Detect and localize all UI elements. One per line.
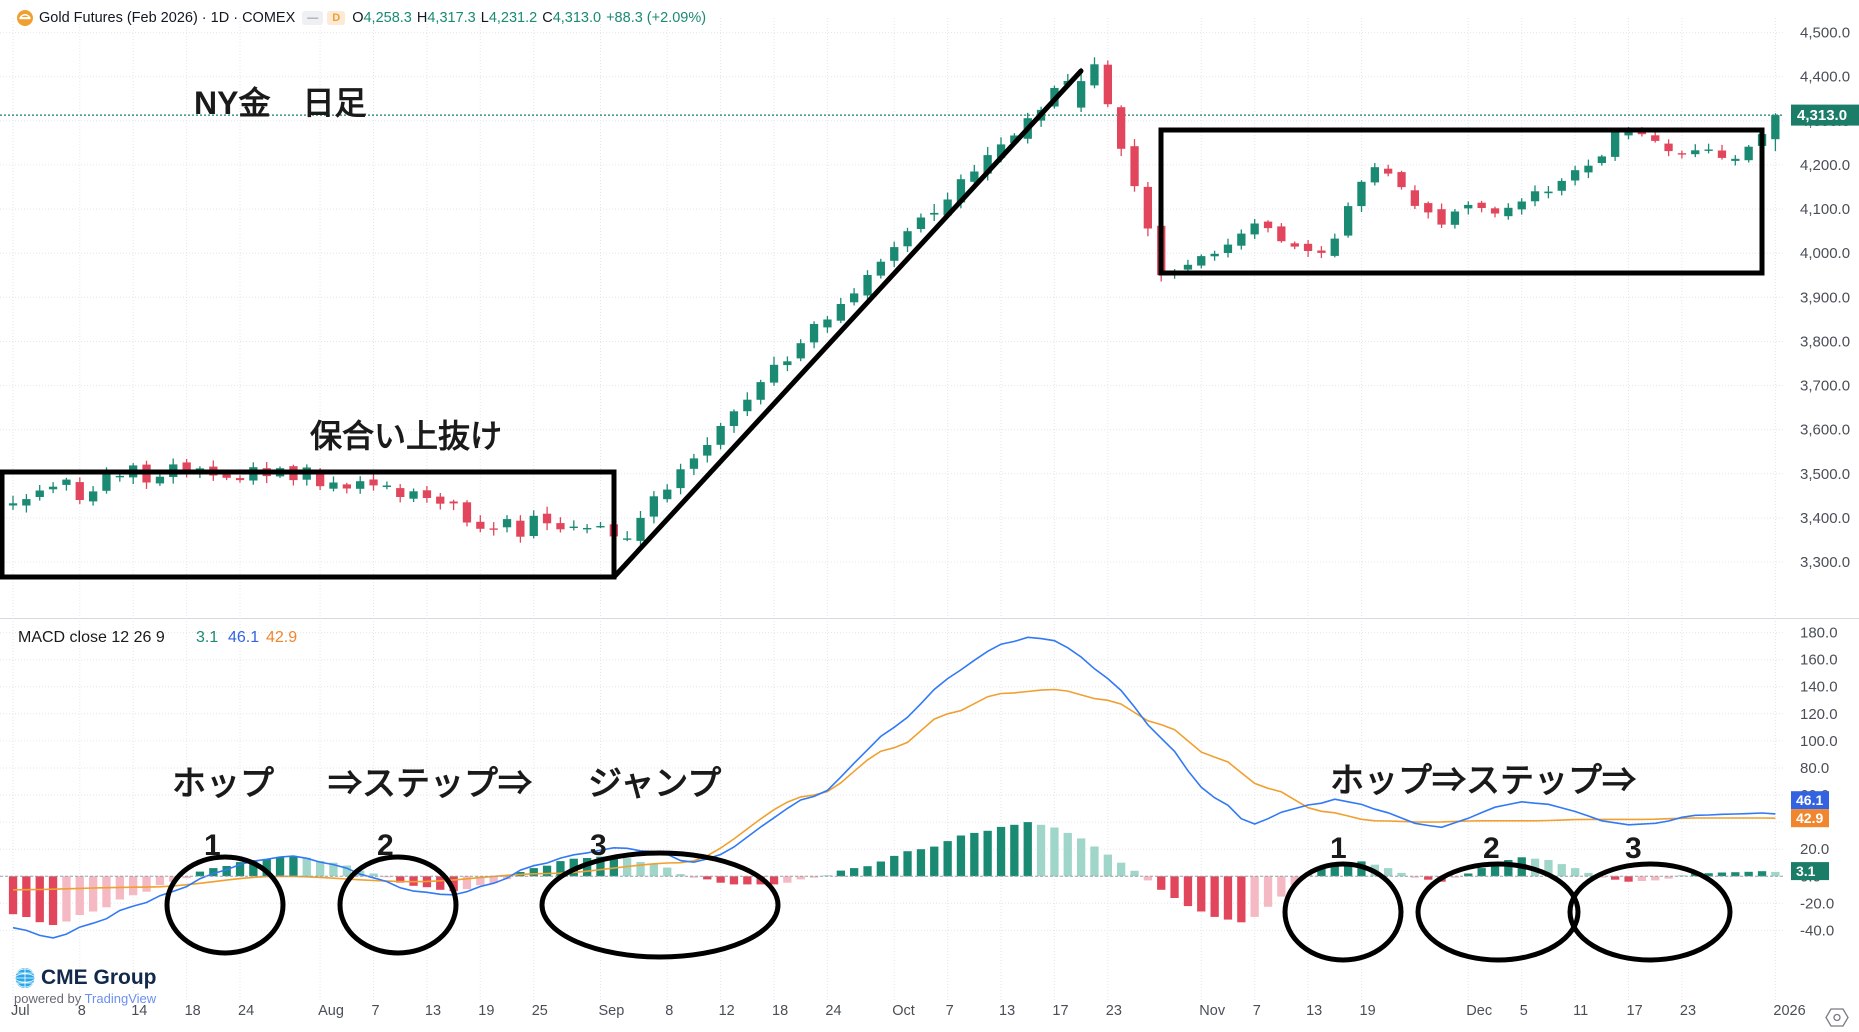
svg-text:4,000.0: 4,000.0 — [1800, 245, 1850, 262]
svg-text:4,313.0: 4,313.0 — [1797, 107, 1847, 124]
svg-text:80.0: 80.0 — [1800, 760, 1829, 777]
svg-text:160.0: 160.0 — [1800, 652, 1838, 669]
svg-text:3,400.0: 3,400.0 — [1800, 510, 1850, 527]
svg-text:42.9: 42.9 — [1796, 810, 1823, 826]
svg-text:3,900.0: 3,900.0 — [1800, 289, 1850, 306]
svg-text:4,500.0: 4,500.0 — [1800, 25, 1850, 42]
svg-text:42.9: 42.9 — [266, 629, 297, 646]
svg-text:NY金 日足: NY金 日足 — [194, 85, 366, 121]
svg-text:120.0: 120.0 — [1800, 706, 1838, 723]
svg-text:3.1: 3.1 — [196, 629, 218, 646]
svg-text:3,500.0: 3,500.0 — [1800, 466, 1850, 483]
svg-text:-20.0: -20.0 — [1800, 895, 1834, 912]
svg-text:2: 2 — [1483, 832, 1500, 865]
svg-text:3,300.0: 3,300.0 — [1800, 554, 1850, 571]
svg-text:-40.0: -40.0 — [1800, 922, 1834, 939]
svg-text:46.1: 46.1 — [1796, 792, 1823, 808]
svg-text:100.0: 100.0 — [1800, 733, 1838, 750]
svg-text:3: 3 — [1625, 832, 1642, 865]
svg-text:3,700.0: 3,700.0 — [1800, 378, 1850, 395]
svg-text:ジャンプ: ジャンプ — [588, 765, 721, 803]
svg-text:ホップ⇒ステップ⇒: ホップ⇒ステップ⇒ — [1330, 762, 1637, 800]
svg-text:MACD close 12 26 9: MACD close 12 26 9 — [18, 629, 165, 646]
svg-text:20.0: 20.0 — [1800, 841, 1829, 858]
svg-text:3,800.0: 3,800.0 — [1800, 334, 1850, 351]
svg-text:4,100.0: 4,100.0 — [1800, 201, 1850, 218]
svg-text:140.0: 140.0 — [1800, 679, 1838, 696]
svg-text:4,400.0: 4,400.0 — [1800, 69, 1850, 86]
svg-text:保合い上抜け: 保合い上抜け — [310, 418, 502, 454]
svg-text:ホップ: ホップ — [172, 765, 274, 803]
svg-text:3,600.0: 3,600.0 — [1800, 422, 1850, 439]
svg-text:1: 1 — [1330, 832, 1347, 865]
svg-text:3.1: 3.1 — [1796, 863, 1816, 879]
svg-text:⇒ステップ⇒: ⇒ステップ⇒ — [328, 765, 533, 803]
svg-text:180.0: 180.0 — [1800, 625, 1838, 642]
svg-text:46.1: 46.1 — [228, 629, 259, 646]
svg-text:4,200.0: 4,200.0 — [1800, 157, 1850, 174]
